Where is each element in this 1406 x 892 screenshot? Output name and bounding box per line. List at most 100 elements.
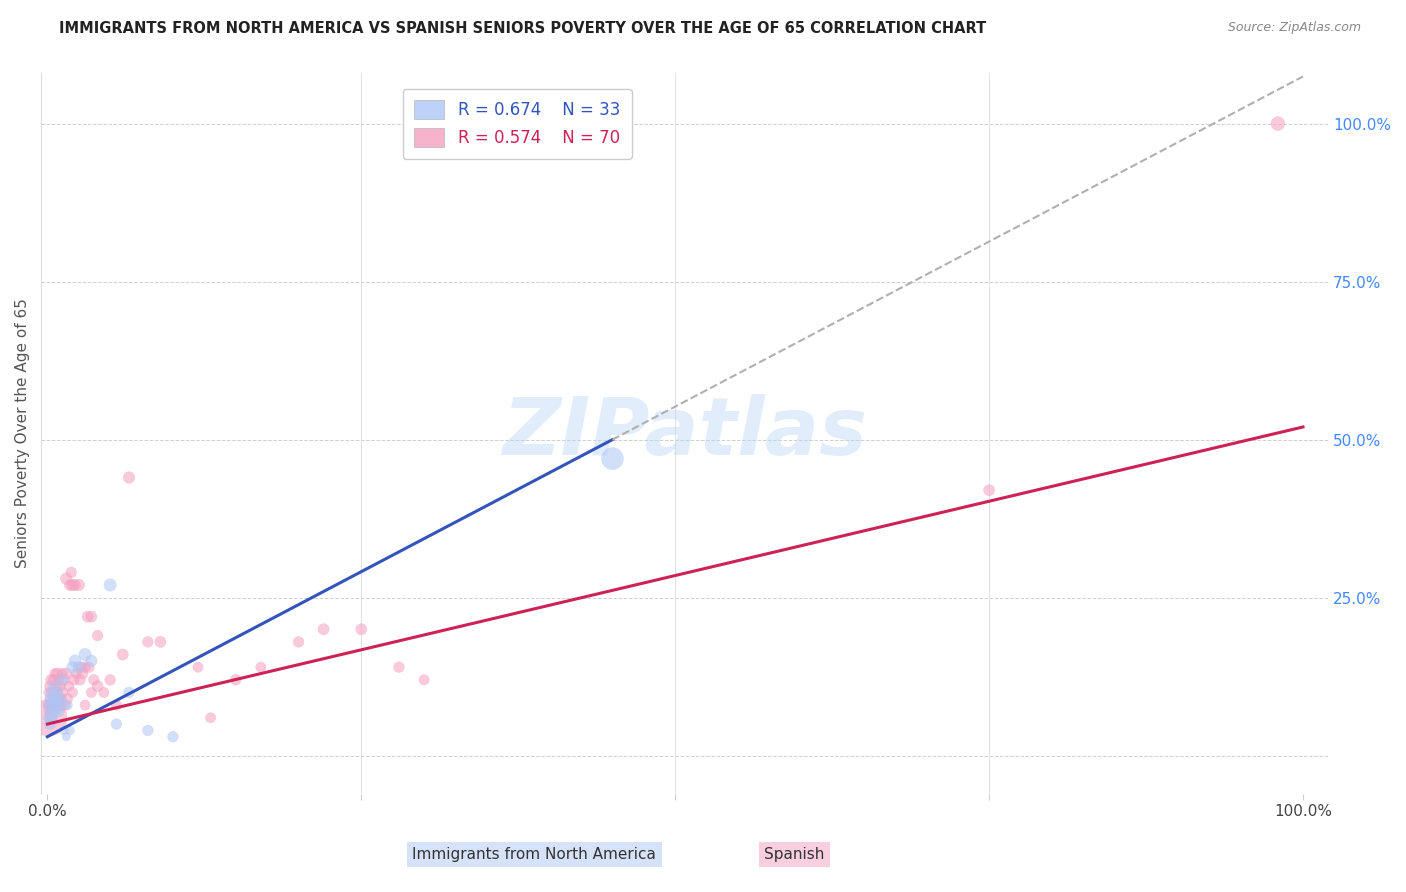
Point — [86, 629, 108, 643]
Point — [67, 578, 90, 592]
Point — [39, 673, 62, 687]
Point — [49, 679, 72, 693]
Point — [38, 691, 60, 706]
Text: Source: ZipAtlas.com: Source: ZipAtlas.com — [1227, 21, 1361, 34]
Point — [55, 666, 77, 681]
Point — [55, 730, 77, 744]
Point — [48, 705, 70, 719]
Point — [350, 622, 373, 636]
Point — [77, 660, 100, 674]
Point — [46, 685, 69, 699]
Point — [118, 685, 141, 699]
Point — [62, 685, 84, 699]
Point — [149, 635, 172, 649]
Point — [39, 698, 62, 712]
Point — [38, 711, 60, 725]
Point — [56, 691, 79, 706]
Point — [63, 578, 86, 592]
Point — [86, 679, 108, 693]
Point — [49, 691, 72, 706]
Point — [46, 698, 69, 712]
Point — [105, 698, 128, 712]
Text: IMMIGRANTS FROM NORTH AMERICA VS SPANISH SENIORS POVERTY OVER THE AGE OF 65 CORR: IMMIGRANTS FROM NORTH AMERICA VS SPANISH… — [59, 21, 986, 36]
Legend: R = 0.674    N = 33, R = 0.574    N = 70: R = 0.674 N = 33, R = 0.574 N = 70 — [402, 88, 631, 159]
Y-axis label: Seniors Poverty Over the Age of 65: Seniors Poverty Over the Age of 65 — [15, 298, 30, 568]
Point — [98, 673, 121, 687]
Point — [53, 698, 76, 712]
Point — [42, 673, 65, 687]
Point — [38, 705, 60, 719]
Point — [225, 673, 247, 687]
Point — [977, 483, 1000, 498]
Point — [98, 578, 121, 592]
Point — [118, 470, 141, 484]
Point — [41, 698, 63, 712]
Point — [287, 635, 309, 649]
Point — [80, 685, 103, 699]
Point — [45, 679, 67, 693]
Point — [187, 660, 209, 674]
Point — [45, 691, 67, 706]
Point — [46, 685, 69, 699]
Point — [250, 660, 273, 674]
Point — [62, 578, 84, 592]
Point — [69, 673, 91, 687]
Point — [59, 578, 82, 592]
Point — [136, 635, 159, 649]
Point — [49, 698, 72, 712]
Point — [42, 698, 65, 712]
Point — [38, 691, 60, 706]
Point — [72, 666, 94, 681]
Point — [46, 666, 69, 681]
Point — [93, 685, 115, 699]
Text: ZIPatlas: ZIPatlas — [502, 394, 868, 472]
Point — [52, 673, 75, 687]
Point — [48, 673, 70, 687]
Point — [38, 698, 60, 712]
Point — [42, 691, 65, 706]
Point — [51, 666, 73, 681]
Point — [39, 705, 62, 719]
Point — [51, 691, 73, 706]
Point — [105, 717, 128, 731]
Point — [73, 660, 96, 674]
Point — [38, 698, 60, 712]
Point — [62, 673, 84, 687]
Point — [51, 673, 73, 687]
Point — [73, 648, 96, 662]
Point — [65, 666, 87, 681]
Point — [136, 723, 159, 738]
Point — [62, 660, 84, 674]
Point — [42, 679, 65, 693]
Point — [41, 711, 63, 725]
Point — [38, 717, 60, 731]
Point — [80, 654, 103, 668]
Point — [44, 666, 66, 681]
Point — [38, 711, 60, 725]
Point — [413, 673, 436, 687]
Point — [200, 711, 222, 725]
Point — [162, 730, 184, 744]
Point — [44, 691, 66, 706]
Point — [67, 660, 90, 674]
Point — [41, 685, 63, 699]
Point — [48, 691, 70, 706]
Point — [58, 679, 80, 693]
Point — [52, 723, 75, 738]
Text: Spanish: Spanish — [765, 847, 824, 862]
Point — [59, 723, 82, 738]
Point — [51, 698, 73, 712]
Point — [312, 622, 335, 636]
Point — [76, 609, 98, 624]
Point — [602, 451, 624, 466]
Point — [39, 711, 62, 725]
Point — [38, 679, 60, 693]
Point — [83, 673, 105, 687]
Point — [41, 705, 63, 719]
Point — [38, 685, 60, 699]
Point — [44, 705, 66, 719]
Point — [60, 566, 83, 580]
Point — [55, 572, 77, 586]
Text: Immigrants from North America: Immigrants from North America — [412, 847, 657, 862]
Point — [51, 685, 73, 699]
